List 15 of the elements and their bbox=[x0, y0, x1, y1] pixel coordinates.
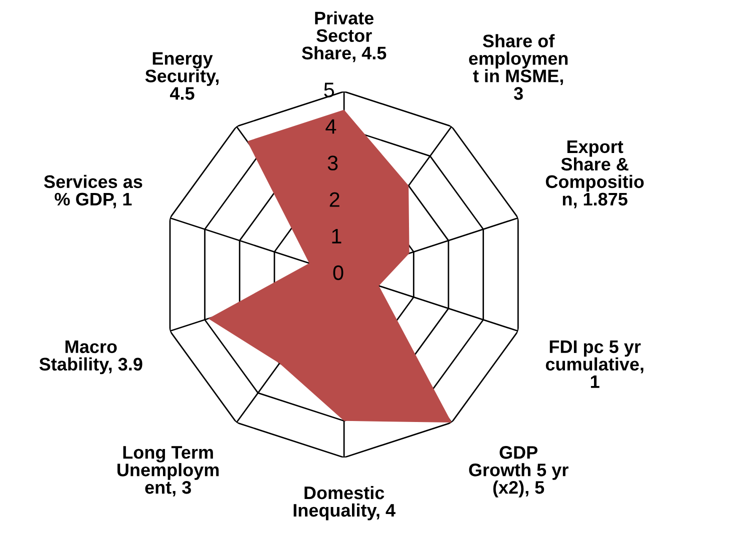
spoke-label: Macro Stability, 3.9 bbox=[39, 340, 142, 374]
spoke-label: FDI pc 5 yr cumulative, 1 bbox=[546, 340, 644, 388]
y-tick-label: 3 bbox=[328, 156, 338, 170]
spoke-label: Domestic Inequality, 4 bbox=[294, 486, 396, 520]
spoke-label: Export Share & Compositio n, 1.875 bbox=[546, 140, 644, 208]
spoke-label: Private Sector Share, 4.5 bbox=[302, 11, 386, 62]
spoke-label: Share of employmen t in MSME, 3 bbox=[469, 34, 568, 100]
y-tick-label: 0 bbox=[333, 265, 344, 280]
spoke-label: Services as % GDP, 1 bbox=[44, 174, 142, 208]
spoke-label: GDP Growth 5 yr (x2), 5 bbox=[469, 446, 568, 498]
y-tick-label: 1 bbox=[332, 229, 342, 244]
y-tick-label: 2 bbox=[330, 192, 340, 207]
spoke-label: Energy Security, 4.5 bbox=[145, 52, 219, 100]
spoke-label: Long Term Unemploym ent, 3 bbox=[117, 446, 219, 496]
y-tick-label: 4 bbox=[326, 119, 336, 134]
